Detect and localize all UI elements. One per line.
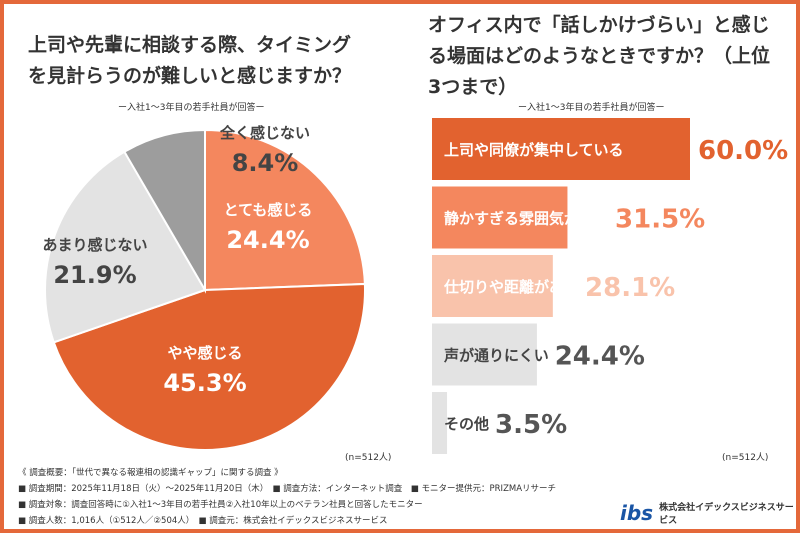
method: ■ 調査方法：インターネット調査 [272, 484, 403, 494]
bar-subtitle: ー入社1～3年目の若手社員が回答ー [518, 103, 665, 113]
footer-overview: 《 調査概要：「世代で異なる報連相の認識ギャップ」に関する調査 》 [18, 468, 283, 478]
bar-category-label: その他 [444, 415, 489, 433]
bar [432, 118, 690, 180]
bar-chart: 上司や同僚が集中している 60.0% 静かすぎる雰囲気がある 31.5% 仕切りや距離が… [432, 118, 788, 454]
bar-category-label: 声が通りにくい [443, 347, 549, 365]
pie-category-label: とても感じる [224, 201, 313, 219]
pie-slice [52, 282, 366, 451]
pie-value-label: 8.4% [232, 149, 299, 177]
pie-title: 上司や先輩に相談する際、タイミングを見計らうのが難しいと感じますか？ [28, 34, 352, 87]
footer-period: ■ 調査期間：2025年11月18日（火）～2025年11月20日（木） ■ 調… [18, 482, 556, 494]
footer-count: ■ 調査人数：1,016人（①512人／②504人） ■ 調査元：株式会社イデッ… [18, 514, 388, 526]
bar [432, 255, 553, 317]
bar-n: (n=512人) [722, 453, 769, 463]
pie-slice [123, 128, 206, 294]
period: ■ 調査期間：2025年11月18日（火）～2025年11月20日（木） [18, 484, 265, 494]
pie-subtitle: ー入社1～3年目の若手社員が回答ー [118, 103, 265, 113]
bar-category-label: 上司や同僚が集中している [444, 141, 624, 159]
provider: ■ モニター提供元：PRIZMAリサーチ [410, 484, 557, 494]
pie-value-label: 24.4% [226, 226, 309, 254]
bar-category-label: 仕切りや距離がある [443, 278, 579, 296]
pie-chart: とても感じる 24.4% やや感じる 45.3% あまり感じない 21.9% 全く感じない 8… [42, 124, 366, 451]
source: ■ 調査元：株式会社イデックスビジネスサービス [198, 516, 388, 526]
bar-value-label: 60.0% [698, 136, 788, 166]
logo-text: 株式会社イデックスビジネスサービス [659, 503, 794, 526]
bar-value-label: 31.5% [615, 205, 705, 235]
bar [432, 323, 537, 386]
logo-mark: ibs [620, 501, 654, 525]
pie-n: (n=512人) [345, 453, 392, 463]
bar-value-label: 28.1% [585, 273, 675, 303]
bar [432, 392, 448, 454]
pie-value-label: 21.9% [53, 261, 136, 289]
bar-value-label: 24.4% [555, 342, 645, 372]
pie-category-label: 全く感じない [219, 124, 310, 142]
bar-value-label: 3.5% [495, 410, 567, 440]
pie-slice [44, 150, 207, 344]
bar-category-label: 静かすぎる雰囲気がある [444, 210, 609, 228]
pie-category-label: やや感じる [167, 344, 242, 362]
pie-category-label: あまり感じない [42, 236, 147, 254]
company-logo: ibs 株式会社イデックスビジネスサービス [620, 500, 800, 526]
bar [432, 186, 568, 249]
count: ■ 調査人数：1,016人（①512人／②504人） [18, 516, 191, 526]
footer-target: ■ 調査対象：調査回答時に①入社1～3年目の若手社員②入社10年以上のベテラン社… [18, 500, 423, 510]
pie-value-label: 45.3% [163, 369, 246, 397]
pie-slice [204, 128, 366, 292]
bar-title: オフィス内で「話しかけづらい」と感じる場面はどのようなときですか？（上位3つまで… [428, 14, 771, 98]
